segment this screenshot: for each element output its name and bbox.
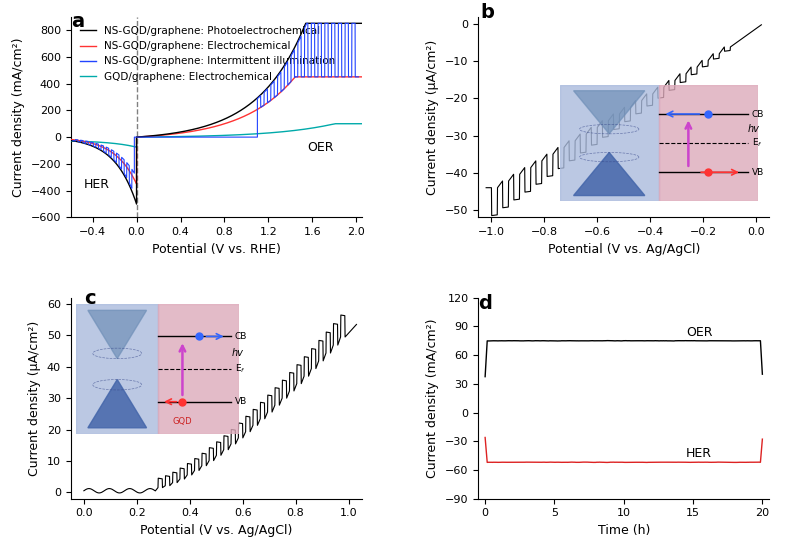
X-axis label: Potential (V vs. Ag/AgCl): Potential (V vs. Ag/AgCl)	[140, 524, 292, 537]
Text: a: a	[71, 12, 84, 32]
Legend: NS-GQD/graphene: Photoelectrochemical, NS-GQD/graphene: Electrochemical, NS-GQD/: NS-GQD/graphene: Photoelectrochemical, N…	[76, 22, 339, 86]
Text: d: d	[478, 294, 492, 313]
Y-axis label: Current density (μA/cm²): Current density (μA/cm²)	[28, 321, 42, 476]
Text: c: c	[84, 289, 96, 308]
Text: OER: OER	[307, 141, 334, 153]
Y-axis label: Current density (mA/cm²): Current density (mA/cm²)	[426, 319, 440, 478]
Y-axis label: Current density (μA/cm²): Current density (μA/cm²)	[426, 39, 440, 194]
Y-axis label: Current density (mA/cm²): Current density (mA/cm²)	[12, 37, 25, 197]
Text: b: b	[481, 3, 495, 23]
Text: OER: OER	[686, 326, 713, 339]
X-axis label: Time (h): Time (h)	[597, 524, 650, 537]
Text: HER: HER	[686, 448, 712, 460]
X-axis label: Potential (V vs. Ag/AgCl): Potential (V vs. Ag/AgCl)	[548, 243, 700, 256]
X-axis label: Potential (V vs. RHE): Potential (V vs. RHE)	[152, 243, 281, 256]
Text: HER: HER	[84, 178, 110, 191]
